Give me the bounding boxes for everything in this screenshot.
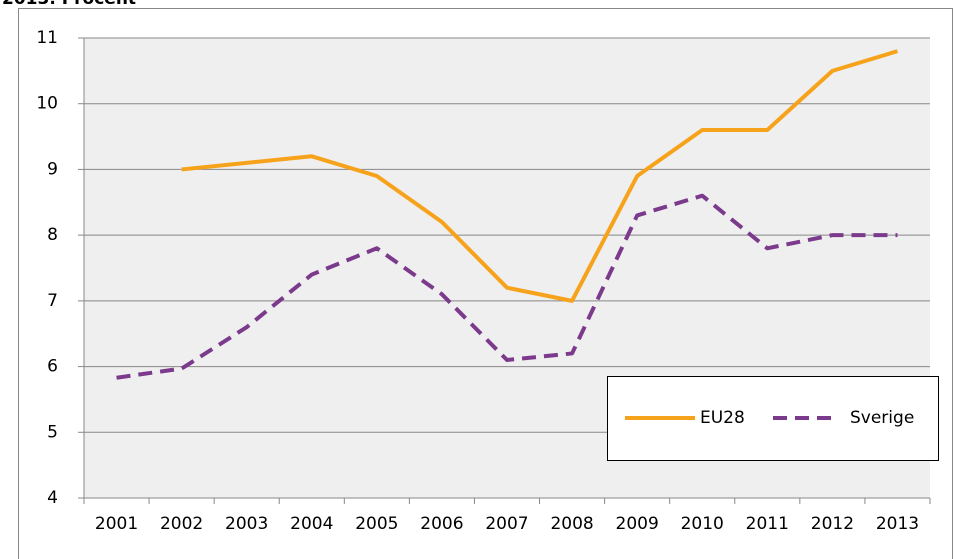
legend-label: EU28 xyxy=(700,408,745,428)
x-tick-label: 2011 xyxy=(746,514,789,534)
x-tick-label: 2005 xyxy=(355,514,398,534)
x-tick-label: 2012 xyxy=(811,514,854,534)
x-tick-label: 2008 xyxy=(550,514,593,534)
x-tick-label: 2001 xyxy=(95,514,138,534)
x-tick-label: 2002 xyxy=(160,514,203,534)
x-tick-label: 2003 xyxy=(225,514,268,534)
series-line xyxy=(181,49,899,303)
x-tick-label: 2010 xyxy=(681,514,724,534)
y-tick-label: 6 xyxy=(47,357,58,377)
x-tick-label: 2007 xyxy=(485,514,528,534)
y-tick-label: 7 xyxy=(47,291,58,311)
y-tick-label: 5 xyxy=(47,422,58,442)
x-tick-label: 2009 xyxy=(616,514,659,534)
x-tick-label: 2013 xyxy=(876,514,919,534)
legend-label: Sverige xyxy=(850,408,914,428)
series-line xyxy=(116,193,898,380)
x-tick-label: 2006 xyxy=(420,514,463,534)
chart-title: 2013. Procent xyxy=(2,0,136,9)
y-tick-label: 10 xyxy=(36,94,58,114)
y-tick-label: 8 xyxy=(47,225,58,245)
y-tick-label: 9 xyxy=(47,159,58,179)
y-tick-label: 11 xyxy=(36,28,58,48)
y-tick-label: 4 xyxy=(47,488,58,508)
x-tick-label: 2004 xyxy=(290,514,333,534)
